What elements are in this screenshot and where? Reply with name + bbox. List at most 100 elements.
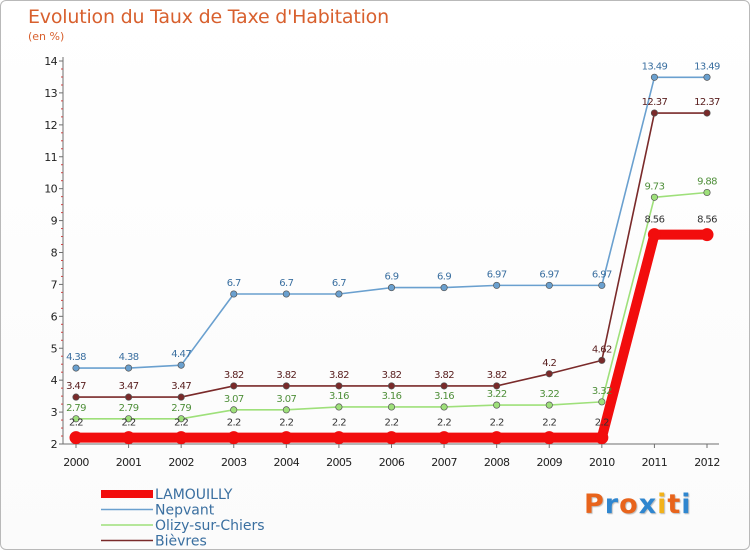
data-point (125, 393, 133, 401)
logo-letter: i (657, 489, 668, 520)
x-tick-label: 2005 (326, 456, 352, 469)
data-point (72, 393, 80, 401)
data-label: 2.79 (119, 403, 139, 414)
data-label: 2.2 (69, 418, 83, 429)
data-label: 6.7 (227, 278, 241, 289)
data-point (650, 109, 658, 117)
logo-letter: t (667, 489, 682, 520)
data-point (385, 431, 398, 445)
data-label: 2.2 (122, 418, 136, 429)
x-tick-label: 2011 (642, 456, 668, 469)
data-label: 6.9 (384, 272, 398, 283)
data-label: 3.22 (539, 389, 559, 400)
data-point (703, 73, 711, 81)
data-point (72, 364, 80, 372)
x-tick-label: 2003 (221, 456, 247, 469)
data-point (437, 431, 451, 445)
data-label: 3.07 (276, 394, 296, 405)
data-label: 3.47 (66, 381, 86, 392)
data-point (650, 73, 658, 81)
data-label: 4.62 (592, 344, 612, 355)
data-point (122, 431, 136, 445)
data-point (647, 228, 661, 242)
data-label: 3.82 (329, 370, 349, 381)
data-label: 2.2 (437, 418, 451, 429)
data-label: 12.37 (694, 97, 720, 108)
data-point (598, 281, 606, 289)
data-point (227, 431, 241, 445)
data-label: 6.9 (437, 272, 451, 283)
data-label: 6.97 (487, 269, 507, 280)
y-tick-label: 11 (44, 151, 57, 164)
data-label: 2.2 (227, 418, 241, 429)
y-tick-label: 4 (51, 374, 58, 387)
data-label: 13.49 (694, 61, 720, 72)
data-point (230, 290, 238, 298)
series-bi-vres (72, 109, 711, 401)
data-point (332, 431, 346, 445)
data-label: 4.2 (542, 358, 556, 369)
data-label: 3.16 (434, 391, 454, 402)
data-point (125, 415, 133, 423)
data-label: 4.38 (66, 352, 86, 363)
legend-item: Nepvant (101, 503, 215, 519)
data-point (69, 431, 83, 445)
data-point (598, 356, 606, 364)
legend-item: Bièvres (101, 534, 207, 549)
legend-item: Olizy-sur-Chiers (101, 518, 265, 534)
data-label: 8.56 (697, 215, 717, 226)
data-point (493, 401, 501, 409)
x-tick-label: 2010 (589, 456, 615, 469)
data-point (703, 109, 711, 117)
data-point (490, 431, 504, 445)
data-point (230, 382, 238, 390)
data-label: 2.2 (174, 418, 188, 429)
data-point (177, 393, 185, 401)
data-point (282, 290, 290, 298)
y-tick-label: 2 (51, 438, 57, 451)
x-tick-label: 2004 (274, 456, 300, 469)
data-point (335, 403, 343, 411)
legend-item: LAMOUILLY (101, 487, 233, 503)
data-point (545, 401, 553, 409)
data-label: 9.73 (644, 181, 664, 192)
proxiti-logo: Proxiti (584, 489, 692, 520)
data-label: 3.82 (276, 370, 296, 381)
data-point (440, 284, 448, 292)
data-label: 3.16 (329, 391, 349, 402)
data-label: 6.97 (592, 269, 612, 280)
data-label: 3.47 (119, 381, 139, 392)
data-label: 3.32 (592, 386, 612, 397)
data-point (230, 406, 238, 414)
data-label: 3.16 (382, 391, 402, 402)
logo-letter: r (604, 489, 620, 520)
data-label: 6.97 (539, 269, 559, 280)
x-tick-label: 2000 (63, 456, 89, 469)
y-tick-label: 9 (51, 215, 58, 228)
data-label: 4.47 (171, 349, 191, 360)
y-tick-label: 5 (51, 342, 58, 355)
data-point (542, 431, 556, 445)
data-point (650, 193, 658, 201)
data-label: 3.07 (224, 394, 244, 405)
data-point (282, 406, 290, 414)
x-tick-label: 2009 (536, 456, 562, 469)
data-point (387, 403, 396, 411)
series-nepvant (72, 73, 711, 372)
data-point (545, 281, 553, 289)
data-point (72, 415, 80, 423)
data-label: 8.56 (644, 215, 664, 226)
data-label: 2.2 (279, 418, 293, 429)
data-point (440, 382, 448, 390)
data-label: 6.7 (332, 278, 346, 289)
data-label: 13.49 (642, 61, 668, 72)
series-line (76, 76, 707, 369)
data-point (493, 281, 501, 289)
data-point (703, 188, 711, 197)
logo-letter: P (584, 489, 605, 520)
x-tick-label: 2012 (694, 456, 720, 469)
data-label: 3.22 (487, 389, 507, 400)
logo-letter: x (638, 489, 658, 520)
x-tick-label: 2002 (168, 456, 194, 469)
